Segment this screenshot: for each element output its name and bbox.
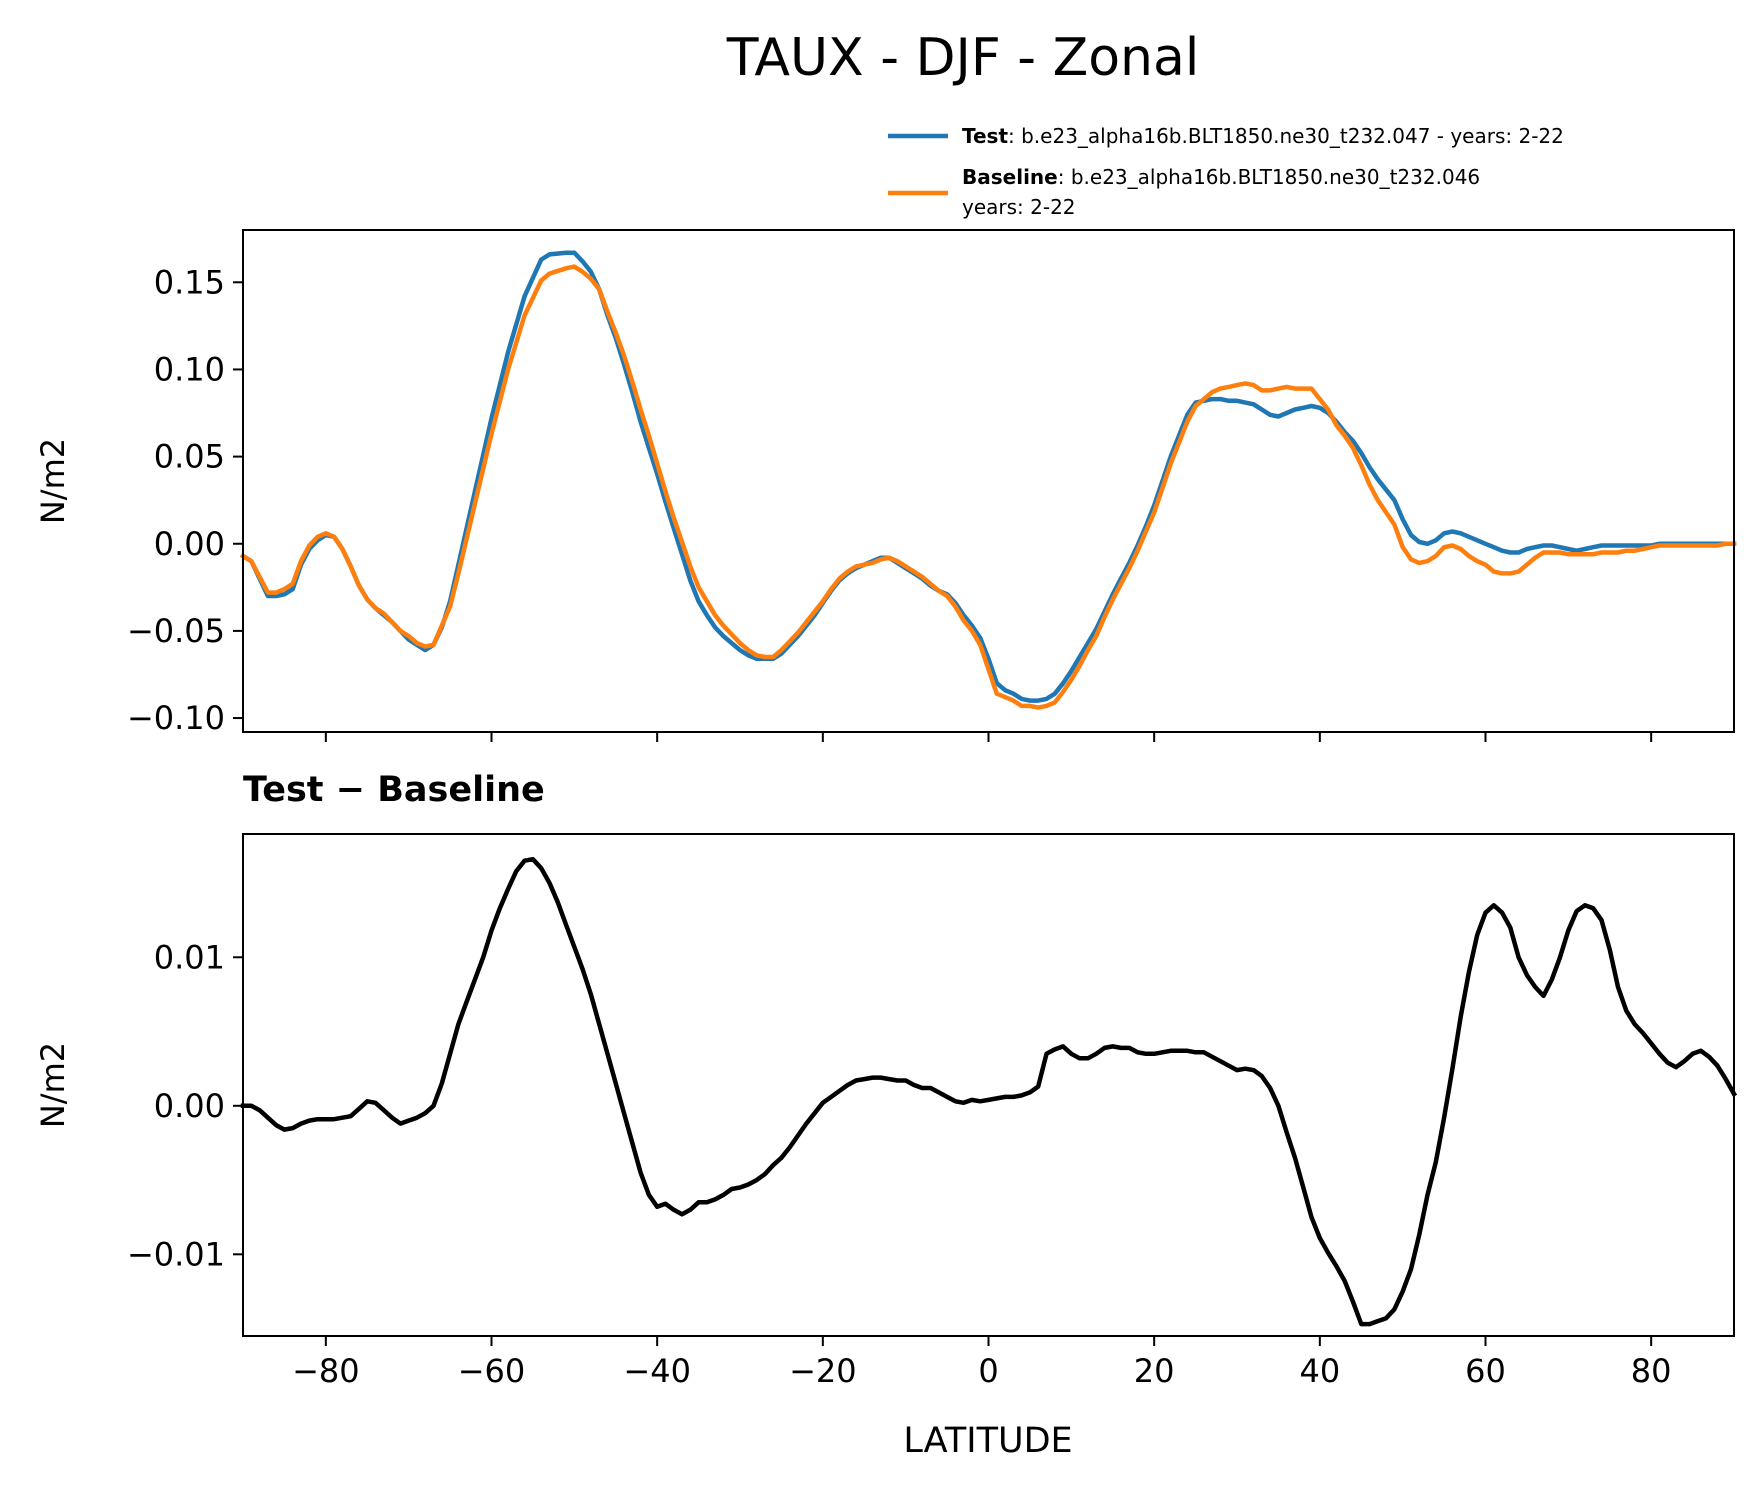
legend: Test: b.e23_alpha16b.BLT1850.ne30_t232.0… — [888, 124, 1564, 219]
y-tick-label: −0.10 — [127, 699, 225, 737]
top-plot-frame — [242, 229, 1735, 733]
series-line-baseline — [239, 264, 1737, 710]
bottom-panel: Test − Baseline −80 −60 −40 −20 0 20 40 60 80 −0.… — [34, 770, 1738, 1461]
series-line-difference — [240, 856, 1738, 1327]
top-axis-ticks: −0.10 −0.05 0.00 0.05 0.10 0.15 — [127, 263, 1653, 742]
legend-label-baseline-line2: years: 2-22 — [962, 195, 1076, 219]
x-tick-label: 80 — [1631, 1352, 1672, 1390]
x-tick-label: −20 — [789, 1352, 857, 1390]
figure-title: TAUX - DJF - Zonal — [726, 28, 1200, 88]
legend-desc-baseline: : b.e23_alpha16b.BLT1850.ne30_t232.046 — [1058, 165, 1480, 189]
series-line-test — [239, 250, 1737, 703]
y-tick-label: −0.01 — [127, 1235, 225, 1273]
x-tick-label: −60 — [458, 1352, 526, 1390]
y-tick-label: 0.05 — [154, 438, 225, 476]
legend-key-baseline: Baseline — [962, 165, 1058, 189]
y-tick-label: −0.05 — [127, 612, 225, 650]
x-tick-label: −80 — [292, 1352, 360, 1390]
x-axis-label: LATITUDE — [903, 1421, 1072, 1461]
bottom-panel-title: Test − Baseline — [243, 770, 545, 810]
legend-desc-test: : b.e23_alpha16b.BLT1850.ne30_t232.047 -… — [1008, 124, 1564, 148]
top-series-group — [239, 250, 1737, 710]
bottom-plot-frame — [242, 833, 1735, 1337]
x-tick-label: −40 — [623, 1352, 691, 1390]
legend-label-baseline: Baseline: b.e23_alpha16b.BLT1850.ne30_t2… — [962, 165, 1480, 189]
legend-label-test: Test: b.e23_alpha16b.BLT1850.ne30_t232.0… — [962, 124, 1564, 148]
y-tick-label: 0.00 — [154, 1087, 225, 1125]
x-tick-label: 60 — [1465, 1352, 1506, 1390]
bottom-ylabel: N/m2 — [34, 1042, 72, 1128]
top-panel: −0.10 −0.05 0.00 0.05 0.10 0.15 N/m2 — [34, 229, 1737, 742]
y-tick-label: 0.01 — [154, 938, 225, 976]
top-ylabel: N/m2 — [34, 438, 72, 524]
x-tick-label: 20 — [1134, 1352, 1175, 1390]
y-tick-label: 0.00 — [154, 525, 225, 563]
y-tick-label: 0.10 — [154, 350, 225, 388]
x-tick-label: 0 — [978, 1352, 998, 1390]
legend-key-test: Test — [962, 124, 1008, 148]
x-tick-label: 40 — [1299, 1352, 1340, 1390]
y-tick-label: 0.15 — [154, 263, 225, 301]
bottom-axis-ticks: −80 −60 −40 −20 0 20 40 60 80 −0.01 0.00 0.01 — [127, 938, 1672, 1390]
